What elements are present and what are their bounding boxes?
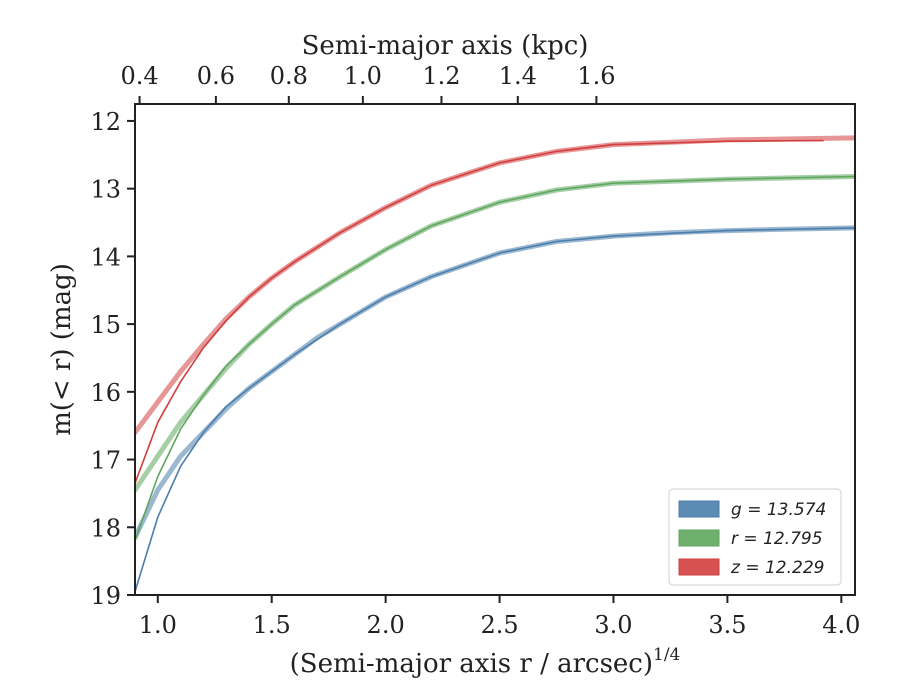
x-tick-label-0: 1.0 [139,611,177,639]
y-tick-label-5: 17 [90,447,121,475]
x-tick-label-3: 2.5 [480,611,518,639]
plot-frame [134,103,856,596]
legend-label-0: g = 13.574 [731,500,826,520]
top-x-tick-label-3: 1.0 [344,62,382,90]
series-2-model-line [135,139,824,485]
y-tick-label-0: 12 [90,108,121,136]
legend-label-2: z = 12.229 [730,558,824,578]
legend-swatch-2 [678,558,720,576]
y-tick-label-2: 14 [90,243,121,271]
series-0 [135,225,855,593]
x-axis-title: (Semi-major axis r / arcsec)1/4 [290,645,681,679]
x-tick-label-1: 1.5 [253,611,291,639]
series-1-data-band [135,174,855,493]
y-tick-label-6: 18 [90,514,121,542]
y-tick-label-1: 13 [90,176,121,204]
series-1 [135,174,855,542]
series-2 [135,135,855,485]
legend: g = 13.574 r = 12.795 z = 12.229 [668,488,842,586]
x-axis-title-exponent: 1/4 [653,645,680,665]
x-tick-label-5: 3.5 [708,611,746,639]
x-tick-label-6: 4.0 [822,611,860,639]
y-tick-label-3: 15 [90,311,121,339]
legend-swatch-1 [678,529,720,547]
series-1-model-line [135,175,855,542]
top-x-tick-label-6: 1.6 [577,62,615,90]
y-tick-label-7: 19 [90,582,121,610]
chart-axes: 1.0 1.5 2.0 2.5 3.0 3.5 4.0 12 13 14 15 16 17 18 19 0.4… [47,31,860,679]
series-2-data-band [135,135,855,435]
top-x-tick-label-4: 1.2 [422,62,460,90]
chart-marks [135,135,855,593]
x-tick-label-4: 3.0 [594,611,632,639]
y-axis-title: m(< r) (mag) [47,263,77,436]
y-tick-label-4: 16 [90,379,121,407]
top-x-tick-label-5: 1.4 [499,62,537,90]
series-0-model-line [135,227,855,593]
top-x-axis-title: Semi-major axis (kpc) [302,31,589,61]
top-x-tick-label-1: 0.6 [197,62,235,90]
top-x-tick-label-0: 0.4 [120,62,158,90]
legend-label-1: r = 12.795 [731,529,823,549]
legend-swatch-0 [678,500,720,518]
x-tick-label-2: 2.0 [367,611,405,639]
top-x-tick-label-2: 0.8 [270,62,308,90]
